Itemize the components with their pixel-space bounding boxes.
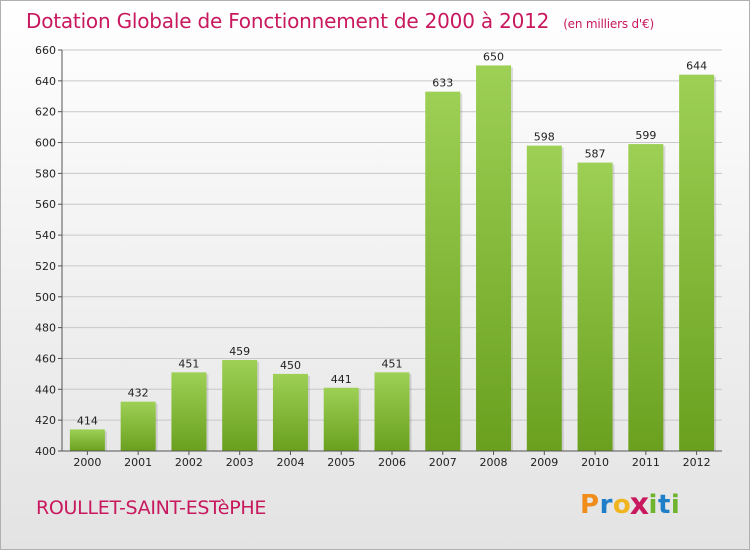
logo-letter: i [648,490,658,520]
bar-2004 [272,373,308,451]
data-label-2000: 414 [77,414,98,427]
data-label-2005: 441 [331,373,352,386]
y-tick-label: 580 [35,167,56,180]
bar-2010 [577,162,613,452]
y-tick-label: 460 [35,352,56,365]
x-tick-label-2004: 2004 [276,456,304,469]
bar-2012 [679,74,715,451]
proxiti-logo: Proxiti [580,487,681,523]
data-label-2011: 599 [635,129,656,142]
y-tick-label: 400 [35,445,56,458]
bar-2003 [222,360,258,451]
bar-2006 [374,372,410,451]
y-tick-label: 520 [35,260,56,273]
x-tick-label-2010: 2010 [581,456,609,469]
bar-2007 [425,91,461,452]
x-tick-label-2008: 2008 [480,456,508,469]
data-label-2003: 459 [229,345,250,358]
logo-letter: r [599,490,613,520]
bar-2009 [526,145,562,451]
x-tick-label-2001: 2001 [124,456,152,469]
data-label-2006: 451 [382,357,403,370]
x-tick-label-2005: 2005 [327,456,355,469]
commune-name: ROULLET-SAINT-ESTèPHE [36,497,267,519]
x-axis-ticks: 2000 2001 2002 2003 2004 2005 2006 2007 2008 2009… [73,451,711,469]
data-label-2008: 650 [483,50,504,63]
bar-2005 [323,387,359,451]
logo-letter: o [612,490,632,520]
bars [69,65,717,452]
chart-subtitle: (en milliers d'€) [563,17,654,31]
logo-letter: i [670,490,681,520]
logo-letter: t [657,490,671,520]
data-label-2012: 644 [686,60,707,73]
y-axis-ticks: 400 420 440 460 480 500 520 540 560 580 600 620 640 6… [35,44,62,458]
bar-2001 [120,401,156,451]
y-tick-label: 600 [35,137,56,150]
x-tick-label-2012: 2012 [683,456,711,469]
logo-letter: P [580,490,600,520]
data-label-2010: 587 [585,148,606,161]
bar-2000 [69,429,105,451]
data-label-2009: 598 [534,131,555,144]
x-tick-label-2002: 2002 [175,456,203,469]
data-label-2002: 451 [178,357,199,370]
data-labels: 414 432 451 459 450 441 451 633 650 598 587 599 644 [77,50,707,427]
y-tick-label: 620 [35,106,56,119]
chart-title: Dotation Globale de Fonctionnement de 20… [26,9,654,33]
data-label-2004: 450 [280,359,301,372]
x-tick-label-2000: 2000 [73,456,101,469]
chart-title-text: Dotation Globale de Fonctionnement de 20… [26,9,550,33]
data-label-2007: 633 [432,77,453,90]
x-tick-label-2007: 2007 [429,456,457,469]
y-tick-label: 640 [35,75,56,88]
y-tick-label: 540 [35,229,56,242]
y-tick-label: 660 [35,44,56,57]
x-tick-label-2011: 2011 [632,456,660,469]
bar-2008 [476,65,512,451]
y-tick-label: 500 [35,291,56,304]
x-tick-label-2003: 2003 [226,456,254,469]
y-tick-label: 480 [35,322,56,335]
bar-2011 [628,144,664,452]
y-tick-label: 560 [35,198,56,211]
y-tick-label: 420 [35,414,56,427]
x-tick-label-2006: 2006 [378,456,406,469]
x-tick-label-2009: 2009 [530,456,558,469]
logo-letter: x [629,487,650,523]
bar-2002 [171,372,207,451]
data-label-2001: 432 [128,387,149,400]
y-tick-label: 440 [35,383,56,396]
